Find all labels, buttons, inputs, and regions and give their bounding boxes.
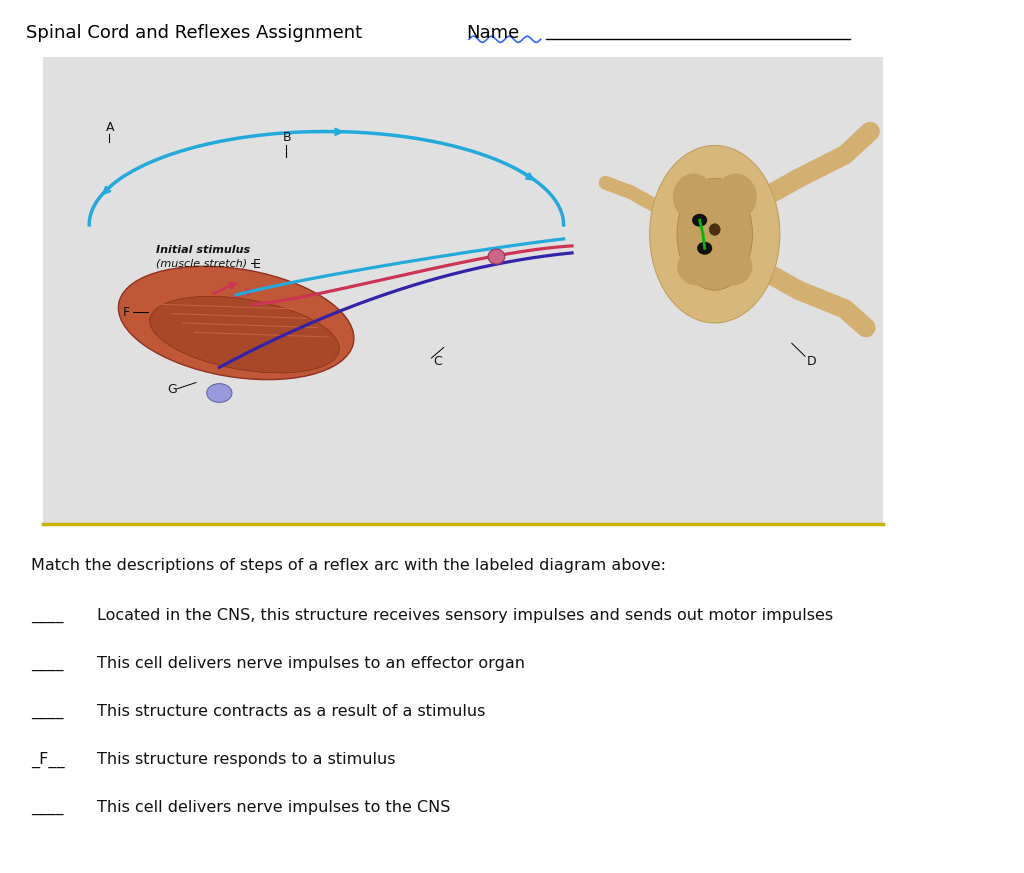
Ellipse shape xyxy=(677,248,719,285)
Text: This structure responds to a stimulus: This structure responds to a stimulus xyxy=(97,752,396,767)
Text: Initial stimulus: Initial stimulus xyxy=(157,245,251,255)
Ellipse shape xyxy=(715,174,757,220)
Text: This structure contracts as a result of a stimulus: This structure contracts as a result of … xyxy=(97,704,485,719)
Text: E: E xyxy=(253,258,261,271)
Text: F: F xyxy=(123,306,130,319)
Text: Spinal Cord and Reflexes Assignment: Spinal Cord and Reflexes Assignment xyxy=(26,24,361,43)
Ellipse shape xyxy=(150,296,339,373)
Text: Located in the CNS, this structure receives sensory impulses and sends out motor: Located in the CNS, this structure recei… xyxy=(97,608,834,623)
Text: This cell delivers nerve impulses to an effector organ: This cell delivers nerve impulses to an … xyxy=(97,656,525,671)
Text: _F__: _F__ xyxy=(31,752,65,767)
Ellipse shape xyxy=(119,266,354,380)
Text: Match the descriptions of steps of a reflex arc with the labeled diagram above:: Match the descriptions of steps of a ref… xyxy=(31,558,666,574)
Text: B: B xyxy=(283,131,291,144)
Ellipse shape xyxy=(649,146,780,323)
Text: ____: ____ xyxy=(31,656,63,671)
Circle shape xyxy=(697,242,713,255)
Text: This cell delivers nerve impulses to the CNS: This cell delivers nerve impulses to the… xyxy=(97,800,451,815)
Ellipse shape xyxy=(711,248,753,285)
Ellipse shape xyxy=(488,249,505,265)
Text: C: C xyxy=(433,355,442,368)
Text: (muscle stretch): (muscle stretch) xyxy=(157,259,248,269)
Ellipse shape xyxy=(207,384,231,402)
Text: A: A xyxy=(106,121,115,134)
Text: ____: ____ xyxy=(31,608,63,623)
Text: ____: ____ xyxy=(31,800,63,815)
Text: ____: ____ xyxy=(31,704,63,719)
Text: Name: Name xyxy=(466,24,519,43)
Text: D: D xyxy=(807,355,817,368)
Text: G: G xyxy=(167,383,177,396)
Ellipse shape xyxy=(673,174,715,220)
Ellipse shape xyxy=(677,178,753,290)
Circle shape xyxy=(692,214,708,227)
Ellipse shape xyxy=(710,223,720,236)
FancyBboxPatch shape xyxy=(43,57,883,524)
